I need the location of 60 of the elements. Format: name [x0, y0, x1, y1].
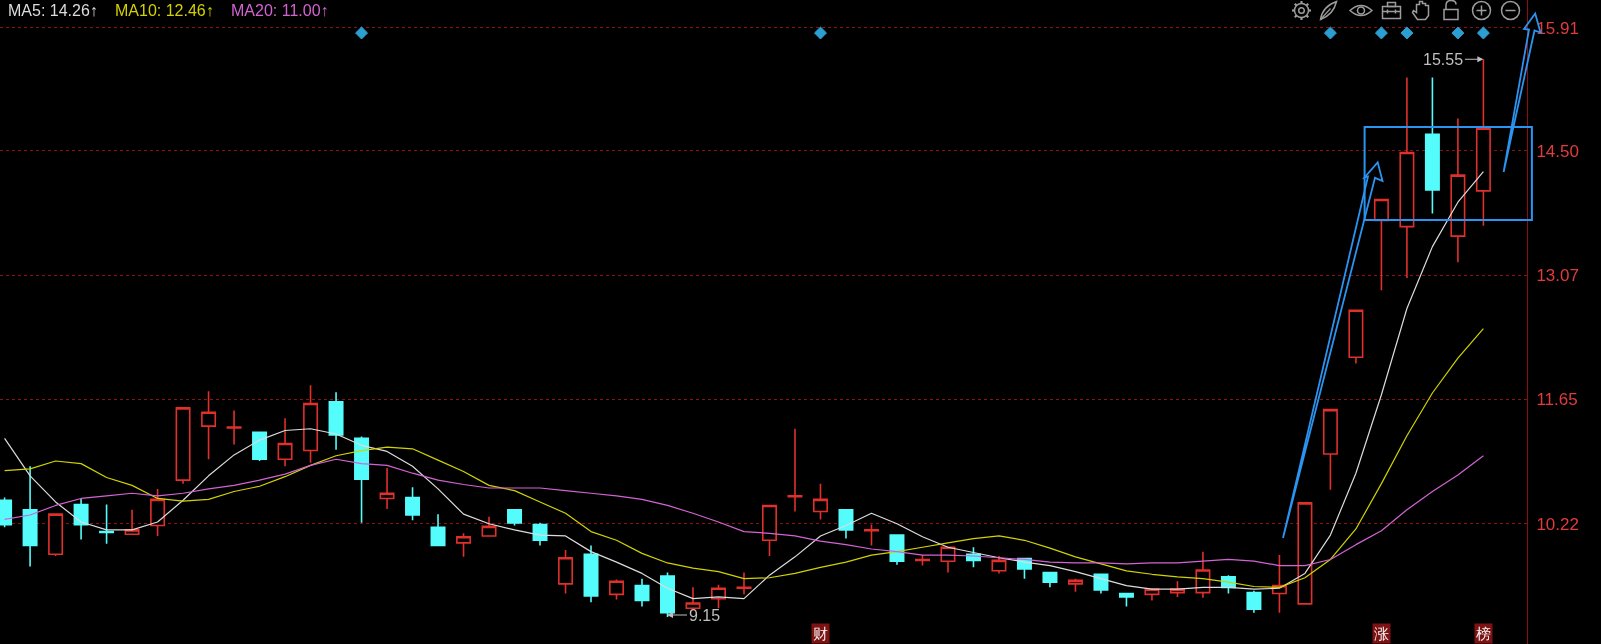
candlestick: [1067, 577, 1083, 593]
candlestick: [430, 513, 446, 547]
line-series: [3, 455, 1484, 567]
candlestick: [379, 467, 395, 510]
candlestick: [277, 417, 293, 468]
candlestick: [303, 384, 319, 464]
y-tick-label: 11.65: [1536, 390, 1578, 410]
candlestick: [73, 497, 89, 541]
candlestick: [354, 435, 370, 524]
candlestick: [685, 586, 701, 610]
x-tick-label: 榜: [1476, 625, 1491, 642]
y-tick-label: 10.22: [1536, 514, 1579, 534]
candlestick: [507, 509, 523, 527]
candlestick: [481, 515, 497, 537]
candlestick: [1424, 76, 1440, 215]
text: MA5: 14.26↑: [8, 2, 98, 19]
candlestick: [787, 427, 803, 513]
candlestick: [1297, 502, 1313, 605]
candlestick: [48, 513, 64, 557]
candlestick: [1118, 592, 1134, 608]
line-series: [3, 327, 1484, 588]
candlestick: [863, 523, 879, 547]
candlestick: [1195, 550, 1211, 599]
x-tick-label: 财: [813, 625, 828, 642]
candlestick: [150, 488, 166, 537]
candlestick: [812, 482, 828, 521]
candlestick: [1450, 117, 1466, 264]
candlestick: [456, 532, 472, 558]
candlestick: [762, 504, 777, 557]
y-tick-label: 13.07: [1536, 266, 1579, 286]
candlestick: [405, 486, 421, 522]
x-tick-label: 涨: [1374, 625, 1389, 642]
text: MA10: 12.46↑: [115, 2, 214, 19]
candlestick: [889, 534, 905, 566]
candlestick: [1348, 309, 1364, 365]
annotation: 15.55: [1423, 51, 1464, 68]
candlestick: [1042, 571, 1058, 589]
line-series: [3, 171, 1484, 600]
candlestick: [1399, 76, 1415, 279]
candlestick: [558, 549, 574, 595]
candlestick: [838, 509, 854, 540]
candlestick: [609, 578, 624, 601]
candlestick: [22, 465, 38, 568]
text: MA20: 11.00↑: [231, 2, 329, 19]
candlestick: [328, 391, 344, 451]
candlestick: [124, 509, 140, 535]
candlestick: [226, 409, 242, 446]
candlestick: [634, 577, 650, 608]
candlestick: [1322, 408, 1338, 491]
candlestick: [532, 522, 548, 547]
candlestick: [583, 544, 599, 603]
annotation: 9.15: [689, 607, 721, 624]
y-tick-label: 14.50: [1536, 141, 1579, 161]
candlestick: [1373, 198, 1389, 291]
candlestick: [175, 407, 191, 485]
candlestick: [736, 571, 752, 596]
candlestick: [201, 390, 217, 461]
candlestick: [991, 555, 1007, 575]
candlestick: [252, 431, 268, 462]
candlestick: [1246, 590, 1262, 614]
